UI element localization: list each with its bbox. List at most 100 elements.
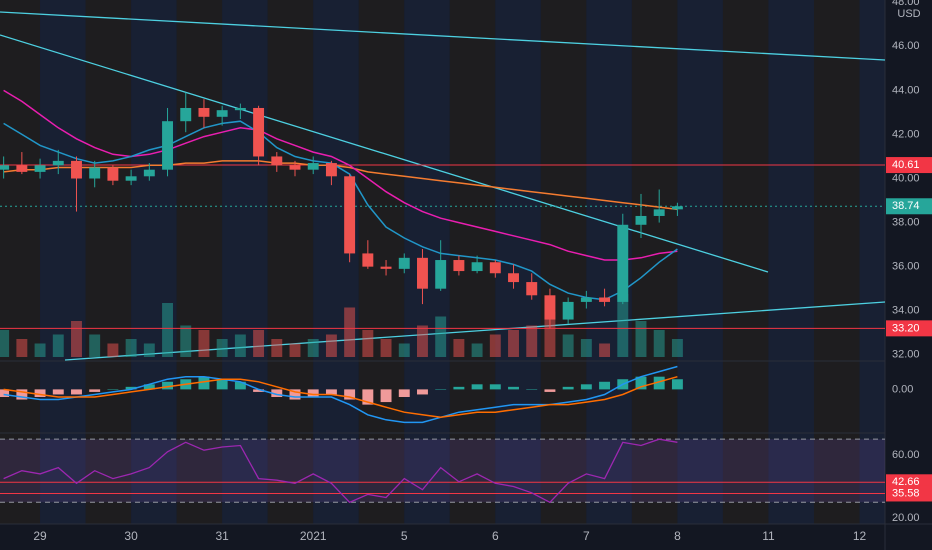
macd-histogram-bar (508, 386, 519, 390)
candle-body (125, 176, 137, 181)
session-stripe (313, 0, 359, 524)
candle-body (180, 107, 192, 122)
session-stripe (540, 0, 587, 524)
macd-histogram-bar (325, 389, 337, 395)
macd-histogram-bar (162, 381, 173, 390)
y-tick-label: 44.00 (892, 84, 920, 96)
macd-histogram-bar (635, 376, 647, 390)
macd-histogram-bar (544, 389, 556, 392)
candle-body (362, 253, 374, 267)
volume-bar (34, 343, 46, 357)
macd-line (3, 375, 678, 419)
volume-bar (489, 334, 501, 357)
macd-histogram-bar (435, 389, 447, 390)
volume-bar (253, 330, 265, 357)
macd-histogram-bar (417, 389, 428, 395)
macd-histogram-bar (362, 389, 374, 405)
macd-histogram-bar (52, 389, 64, 395)
candle-body (16, 165, 28, 172)
candle-body (0, 165, 10, 170)
candle-body (635, 215, 647, 225)
price-label-box (886, 485, 932, 502)
volume-bar (562, 334, 574, 357)
moving-average (3, 89, 678, 261)
price-label: 38.74 (892, 200, 920, 212)
volume-bar (234, 334, 246, 357)
session-stripe (631, 0, 678, 524)
candle-body (544, 295, 556, 320)
candle-body (307, 163, 319, 170)
volume-bar (0, 330, 10, 357)
x-tick-label: 6 (492, 529, 499, 543)
session-stripe (85, 0, 132, 524)
macd-histogram-bar (380, 389, 392, 403)
macd-histogram-bar (671, 379, 683, 390)
candle-body (380, 266, 392, 269)
session-stripe (176, 0, 223, 524)
price-label-box (886, 198, 932, 215)
volume-bar (526, 325, 538, 357)
session-stripe (722, 0, 769, 524)
session-stripe (0, 0, 41, 524)
candle-body (617, 224, 629, 302)
macd-histogram-bar (653, 376, 665, 390)
candle-body (453, 260, 465, 272)
macd-histogram-bar (143, 384, 155, 390)
session-stripes (0, 0, 885, 524)
trend-line (0, 34, 769, 273)
volume-bar (417, 325, 428, 357)
session-stripe (813, 0, 860, 524)
session-stripe (768, 0, 814, 524)
macd-histogram-bar (289, 389, 301, 400)
candle-body (325, 163, 337, 177)
candle-body (107, 167, 119, 181)
candle-body (344, 176, 356, 254)
session-stripe (677, 0, 723, 524)
macd-histogram-bar (16, 389, 28, 400)
volume-bar (544, 312, 556, 357)
rsi-band (0, 439, 885, 503)
y-tick-label: 60.00 (892, 449, 920, 461)
candle-body (34, 165, 46, 172)
candle-body (198, 107, 210, 117)
price-label: 40.61 (892, 159, 920, 171)
session-stripe (40, 0, 86, 524)
moving-average (3, 120, 678, 301)
macd-histogram-bar (580, 384, 592, 390)
candle-body (471, 262, 483, 272)
candle-body (52, 160, 64, 166)
volume-bar (325, 334, 337, 357)
y-tick-label: 36.00 (892, 261, 920, 273)
volume-bar (398, 343, 410, 357)
y-tick-label: 38.00 (892, 216, 920, 228)
x-tick-label: 30 (124, 529, 138, 543)
volume-bar (143, 343, 155, 357)
volume-bar (162, 303, 173, 357)
y-tick-label: 32.00 (892, 349, 920, 361)
volume-bar (380, 339, 392, 357)
candle-body (71, 160, 82, 179)
candle-body (143, 169, 155, 177)
candle-body (653, 209, 665, 216)
macd-histogram-bar (526, 389, 538, 390)
trend-line (0, 11, 886, 61)
x-tick-label: 31 (215, 529, 229, 543)
y-tick-label: 34.00 (892, 305, 920, 317)
volume-bar (617, 294, 629, 357)
volume-bar (89, 334, 101, 357)
macd-line (3, 365, 678, 424)
y-tick-label: 0.00 (892, 383, 913, 395)
candle-body (253, 107, 265, 157)
macd-histogram-bar (34, 389, 46, 397)
macd-histogram-bar (71, 389, 82, 395)
macd-histogram-bar (599, 381, 611, 390)
candle-body (489, 262, 501, 274)
rsi-line (3, 438, 678, 504)
session-stripe (222, 0, 268, 524)
candle-body (234, 107, 246, 111)
y-tick-label: 46.00 (892, 40, 920, 52)
macd-histogram-bar (89, 389, 101, 392)
volume-bar (580, 339, 592, 357)
